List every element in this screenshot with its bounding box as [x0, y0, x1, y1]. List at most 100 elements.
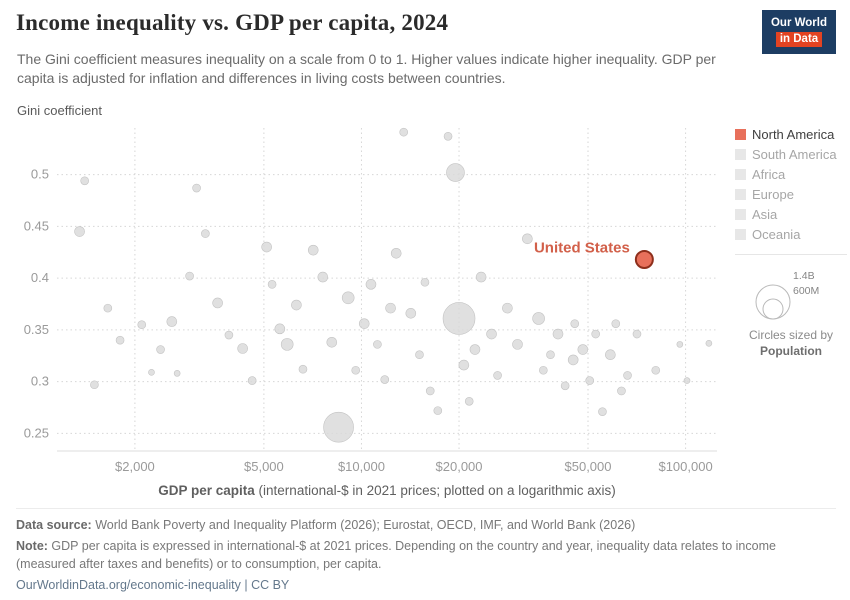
legend-swatch-africa [735, 169, 746, 180]
data-point[interactable] [502, 302, 513, 314]
data-point[interactable] [274, 323, 286, 335]
data-point[interactable] [585, 376, 594, 385]
size-labels: 1.4B 600M [793, 269, 819, 299]
data-point[interactable] [74, 226, 85, 237]
data-point[interactable] [591, 329, 600, 339]
data-point[interactable] [399, 127, 409, 137]
data-point[interactable] [539, 365, 548, 375]
legend-item-south-america[interactable]: South America [735, 147, 847, 162]
data-point[interactable] [166, 316, 178, 327]
data-point[interactable] [683, 377, 691, 384]
data-point[interactable] [351, 365, 361, 375]
data-point[interactable] [247, 376, 257, 385]
data-point[interactable] [358, 318, 370, 329]
data-point[interactable] [380, 375, 390, 384]
data-point[interactable] [567, 354, 579, 366]
legend-swatch-europe [735, 189, 746, 200]
data-point[interactable] [611, 319, 621, 328]
legend-item-oceania[interactable]: Oceania [735, 227, 847, 242]
size-circle-large [755, 284, 791, 320]
data-point[interactable] [475, 271, 487, 283]
data-point[interactable] [212, 297, 223, 309]
y-tick-label: 0.45 [24, 218, 49, 233]
data-point[interactable] [201, 229, 210, 238]
y-axis-label: Gini coefficient [17, 103, 103, 118]
data-point[interactable] [442, 302, 476, 335]
data-point[interactable] [577, 344, 589, 355]
data-point[interactable] [676, 341, 684, 348]
data-point[interactable] [486, 328, 497, 340]
y-tick-label: 0.5 [31, 167, 49, 182]
data-point[interactable] [632, 329, 642, 339]
data-point[interactable] [705, 340, 713, 347]
legend-label-south-america: South America [752, 147, 837, 162]
y-tick-label: 0.3 [31, 374, 49, 389]
data-point[interactable] [552, 328, 564, 340]
legend-item-north-america[interactable]: North America [735, 127, 847, 142]
y-tick-label: 0.35 [24, 322, 49, 337]
data-point[interactable] [267, 280, 277, 289]
data-point[interactable] [390, 247, 402, 259]
data-point[interactable] [115, 335, 125, 345]
data-point[interactable] [469, 344, 481, 355]
legend-swatch-asia [735, 209, 746, 220]
data-point[interactable] [298, 364, 308, 374]
data-point[interactable] [532, 312, 545, 325]
data-point[interactable] [522, 233, 533, 245]
data-point[interactable] [323, 411, 354, 443]
data-point[interactable] [317, 271, 329, 283]
data-point-united-states[interactable] [634, 249, 654, 269]
data-point[interactable] [365, 279, 377, 290]
data-point[interactable] [280, 338, 294, 351]
legend-item-asia[interactable]: Asia [735, 207, 847, 222]
data-point[interactable] [307, 244, 319, 256]
data-point[interactable] [326, 336, 338, 348]
data-point[interactable] [433, 406, 443, 415]
data-point[interactable] [103, 303, 113, 313]
data-point[interactable] [605, 349, 616, 361]
data-point[interactable] [560, 381, 570, 391]
data-point[interactable] [385, 302, 396, 314]
data-point[interactable] [90, 380, 99, 390]
data-point[interactable] [373, 340, 382, 349]
data-point[interactable] [156, 345, 165, 354]
data-point[interactable] [291, 299, 302, 311]
data-point[interactable] [405, 308, 417, 319]
data-point[interactable] [415, 350, 424, 360]
legend-label-africa: Africa [752, 167, 786, 182]
x-tick-label: $100,000 [658, 459, 712, 474]
scatter-plot: 0.25 0.3 0.35 0.4 0.45 0.5 $2,000 $5,000 $10,000… [2, 118, 730, 505]
united-states-label: United States [534, 239, 630, 256]
data-point[interactable] [651, 365, 661, 375]
data-point[interactable] [623, 371, 632, 380]
data-point[interactable] [237, 343, 248, 354]
data-point[interactable] [458, 359, 470, 371]
data-point[interactable] [224, 330, 234, 340]
data-point[interactable] [148, 369, 155, 376]
data-point[interactable] [443, 131, 453, 141]
data-point[interactable] [261, 241, 272, 253]
data-point[interactable] [425, 386, 435, 396]
legend-item-africa[interactable]: Africa [735, 167, 847, 182]
data-point[interactable] [570, 319, 580, 328]
size-caption: Circles sized by Population [735, 327, 847, 359]
data-point[interactable] [420, 277, 430, 287]
data-point[interactable] [546, 350, 555, 360]
data-point[interactable] [512, 339, 523, 350]
legend-item-europe[interactable]: Europe [735, 187, 847, 202]
data-point[interactable] [617, 386, 626, 396]
owid-logo[interactable]: Our World in Data [762, 10, 836, 54]
y-tick-label: 0.4 [31, 270, 49, 285]
data-point[interactable] [464, 397, 474, 406]
data-point[interactable] [341, 291, 355, 305]
data-point[interactable] [173, 370, 181, 377]
data-point[interactable] [598, 407, 607, 416]
data-point[interactable] [446, 163, 465, 182]
data-point[interactable] [137, 320, 147, 329]
data-point[interactable] [192, 183, 201, 193]
data-point[interactable] [185, 271, 194, 281]
data-point[interactable] [80, 176, 89, 186]
data-point[interactable] [493, 371, 502, 380]
footer-link[interactable]: OurWorldinData.org/economic-inequality |… [16, 578, 290, 593]
